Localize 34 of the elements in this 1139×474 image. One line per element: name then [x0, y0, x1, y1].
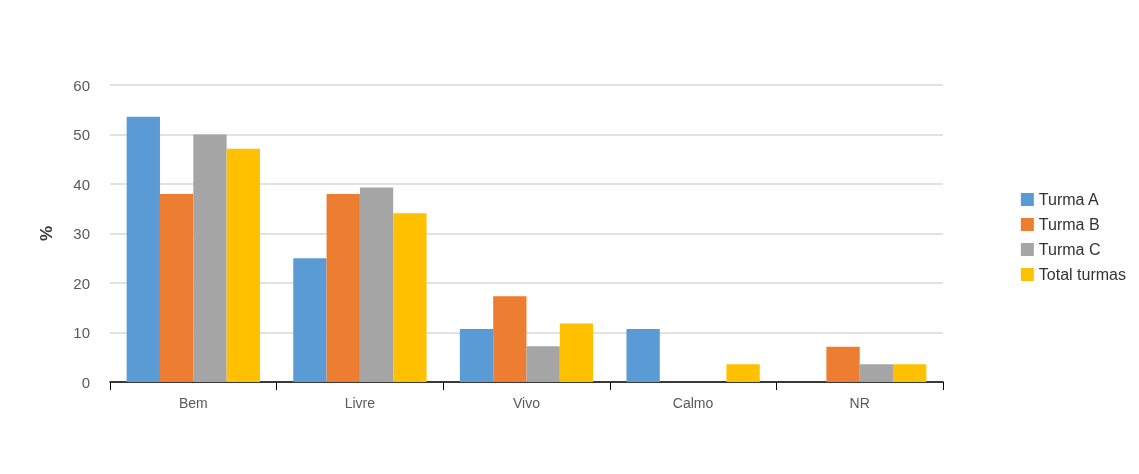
- y-tick-label: 0: [81, 373, 90, 391]
- bar: [559, 323, 594, 382]
- bar: [493, 296, 527, 382]
- legend-label: Turma C: [1038, 241, 1101, 258]
- bar: [726, 364, 760, 382]
- y-tick-label: 20: [73, 274, 90, 292]
- x-tick-label: NR: [849, 395, 870, 411]
- bar: [826, 346, 860, 382]
- bar: [393, 213, 427, 382]
- bar: [126, 116, 160, 382]
- y-tick-label: 30: [73, 225, 90, 242]
- bar: [326, 193, 360, 382]
- legend-label: Turma B: [1038, 216, 1100, 233]
- y-tick-label: 60: [73, 76, 90, 94]
- x-tick-label: Bem: [178, 395, 208, 411]
- x-tick-label: Calmo: [672, 395, 714, 411]
- bar: [526, 346, 560, 382]
- bar: [459, 329, 494, 382]
- y-tick-label: 10: [73, 324, 90, 341]
- x-tick-label: Livre: [344, 395, 376, 411]
- bar: [226, 148, 260, 382]
- legend-label: Total turmas: [1038, 266, 1126, 283]
- legend-label: Turma A: [1038, 191, 1100, 208]
- y-tick-label: 50: [73, 126, 90, 143]
- x-tick-label: Vivo: [513, 395, 541, 411]
- bar: [193, 134, 227, 382]
- bar: [626, 329, 660, 382]
- bar: [359, 187, 394, 382]
- bar: [159, 193, 194, 382]
- y-tick-label: 40: [73, 175, 90, 193]
- bar: [293, 258, 327, 382]
- bar: [893, 364, 927, 382]
- y-axis-title: %: [37, 225, 56, 242]
- bar: [859, 364, 894, 382]
